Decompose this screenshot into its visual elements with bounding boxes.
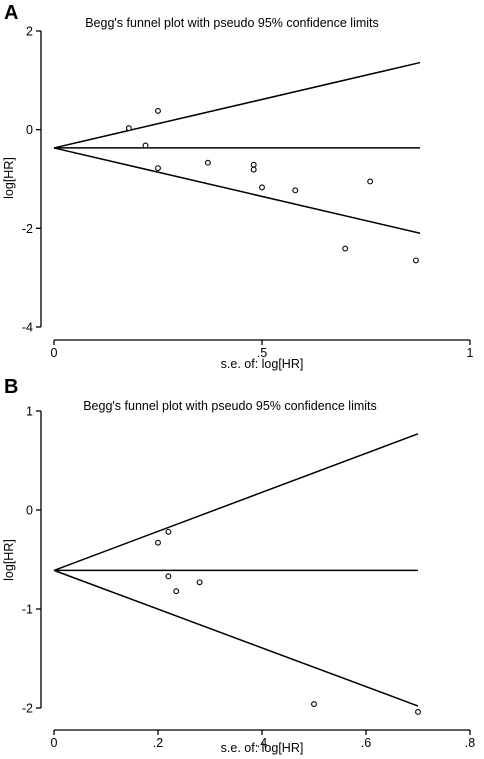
study-point bbox=[125, 125, 132, 132]
study-point bbox=[204, 159, 211, 166]
study-point bbox=[292, 187, 299, 194]
study-point bbox=[165, 528, 172, 535]
study-point bbox=[342, 245, 349, 252]
study-point bbox=[142, 142, 149, 149]
study-point bbox=[311, 701, 317, 707]
panel-b: B Begg's funnel plot with pseudo 95% conf… bbox=[2, 376, 475, 755]
y-axis-title: log[HR] bbox=[2, 157, 16, 199]
study-point bbox=[250, 161, 257, 168]
study-point bbox=[155, 165, 161, 172]
study-point bbox=[367, 178, 374, 185]
x-tick-label: .8 bbox=[465, 736, 475, 750]
chart-title: Begg's funnel plot with pseudo 95% confi… bbox=[83, 399, 377, 413]
y-tick-label: 0 bbox=[26, 504, 33, 518]
study-point bbox=[155, 539, 161, 546]
study-point bbox=[173, 588, 180, 595]
x-tick-label: 0 bbox=[51, 736, 58, 750]
y-tick-label: -2 bbox=[22, 222, 33, 236]
x-axis-title: s.e. of: log[HR] bbox=[221, 741, 304, 755]
lower-confidence-limit bbox=[53, 569, 419, 707]
study-point bbox=[259, 184, 265, 191]
chart-title: Begg's funnel plot with pseudo 95% confi… bbox=[85, 16, 379, 30]
study-point bbox=[165, 573, 172, 580]
lower-confidence-limit bbox=[53, 147, 421, 234]
x-tick-label: .5 bbox=[257, 346, 267, 360]
y-axis-title: log[HR] bbox=[2, 539, 16, 581]
y-tick-label: 0 bbox=[26, 123, 33, 137]
y-tick-label: -2 bbox=[22, 702, 33, 716]
panel-label: A bbox=[4, 2, 18, 24]
upper-confidence-limit bbox=[53, 61, 421, 149]
study-point bbox=[412, 257, 419, 264]
panel-a: A Begg's funnel plot with pseudo 95% conf… bbox=[2, 2, 474, 371]
study-point bbox=[196, 579, 203, 586]
upper-confidence-limit bbox=[53, 433, 419, 572]
x-tick-label: .4 bbox=[257, 736, 267, 750]
y-tick-label: -1 bbox=[22, 603, 33, 617]
study-point bbox=[415, 709, 421, 715]
study-point bbox=[250, 166, 257, 173]
y-tick-label: 2 bbox=[26, 25, 33, 39]
panel-label: B bbox=[4, 376, 18, 398]
x-axis-title: s.e. of: log[HR] bbox=[221, 357, 304, 371]
x-tick-label: .2 bbox=[153, 736, 163, 750]
study-point bbox=[155, 107, 161, 114]
x-tick-label: 1 bbox=[467, 346, 474, 360]
y-tick-label: -4 bbox=[22, 321, 33, 335]
x-tick-label: .6 bbox=[361, 736, 371, 750]
x-tick-label: 0 bbox=[51, 346, 58, 360]
y-tick-label: 1 bbox=[26, 405, 33, 419]
